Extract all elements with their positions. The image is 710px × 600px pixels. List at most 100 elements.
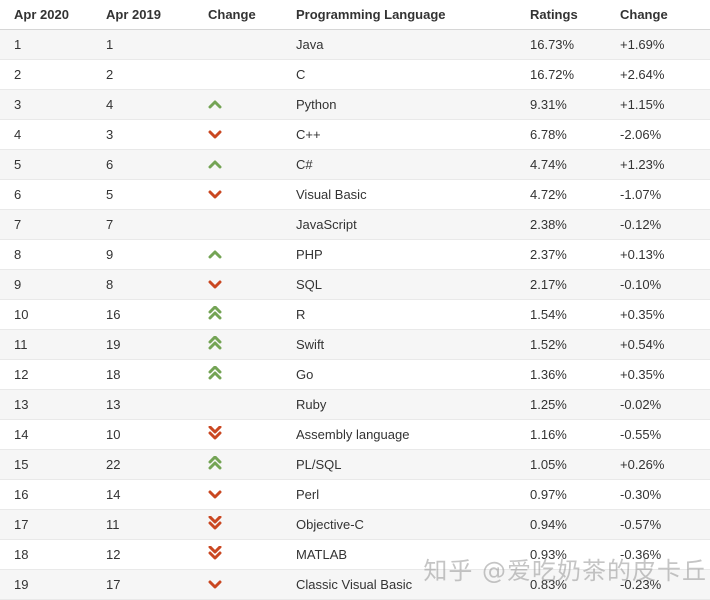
table-row: 12 18 Go 1.36% +0.35%	[0, 359, 710, 390]
rank-2020-cell: 19	[14, 577, 29, 592]
language-cell: Classic Visual Basic	[296, 577, 413, 592]
rank-2019-cell: 8	[106, 277, 114, 292]
table-row: 1 1 Java 16.73% +1.69%	[0, 29, 710, 60]
double-chevron-up-icon	[208, 306, 222, 320]
rank-2020-cell: 2	[14, 67, 22, 82]
language-cell: MATLAB	[296, 547, 348, 562]
change-indicator-cell	[206, 540, 296, 570]
language-cell: R	[296, 307, 306, 322]
table-row: 18 12 MATLAB 0.93% -0.36%	[0, 539, 710, 570]
ratings-cell: 1.05%	[530, 457, 567, 472]
chevron-down-icon	[208, 130, 222, 139]
rank-2019-cell: 17	[106, 577, 121, 592]
ratings-cell: 0.97%	[530, 487, 567, 502]
rank-2020-cell: 7	[14, 217, 22, 232]
chevron-down-icon	[208, 280, 222, 289]
chevron-up-icon	[208, 160, 222, 169]
change-indicator-cell	[206, 570, 296, 600]
ratings-change-cell: +1.69%	[620, 37, 665, 52]
ratings-change-cell: +1.15%	[620, 97, 665, 112]
table-row: 9 8 SQL 2.17% -0.10%	[0, 269, 710, 300]
change-indicator-cell	[206, 30, 296, 60]
ratings-change-cell: -0.57%	[620, 517, 662, 532]
change-indicator-cell	[206, 330, 296, 360]
table-row: 15 22 PL/SQL 1.05% +0.26%	[0, 449, 710, 480]
rank-2020-cell: 13	[14, 397, 29, 412]
language-cell: Visual Basic	[296, 187, 367, 202]
rank-2019-cell: 18	[106, 367, 121, 382]
language-cell: Assembly language	[296, 427, 410, 442]
rank-2020-cell: 15	[14, 457, 29, 472]
rank-2019-cell: 13	[106, 397, 121, 412]
double-chevron-down-icon	[208, 546, 222, 560]
rank-2020-cell: 3	[14, 97, 22, 112]
ratings-change-cell: +0.54%	[620, 337, 665, 352]
rank-2020-cell: 6	[14, 187, 22, 202]
rank-2019-cell: 10	[106, 427, 121, 442]
chevron-up-icon	[208, 100, 222, 109]
ratings-cell: 0.94%	[530, 517, 567, 532]
chevron-down-icon	[208, 190, 222, 199]
table-row: 2 2 C 16.72% +2.64%	[0, 59, 710, 90]
chevron-up-icon	[208, 250, 222, 259]
double-chevron-up-icon	[208, 456, 222, 470]
ratings-change-cell: +0.35%	[620, 307, 665, 322]
header-position-change: Change	[208, 7, 256, 22]
rank-2020-cell: 17	[14, 517, 29, 532]
table-row: 4 3 C++ 6.78% -2.06%	[0, 119, 710, 150]
ratings-change-cell: -0.55%	[620, 427, 662, 442]
ratings-change-cell: -0.02%	[620, 397, 662, 412]
change-indicator-cell	[206, 510, 296, 540]
ratings-cell: 1.36%	[530, 367, 567, 382]
rank-2020-cell: 9	[14, 277, 22, 292]
table-row: 14 10 Assembly language 1.16% -0.55%	[0, 419, 710, 450]
double-chevron-down-icon	[208, 516, 222, 530]
change-indicator-cell	[206, 480, 296, 510]
language-cell: C	[296, 67, 306, 82]
header-ratings-change: Change	[620, 7, 668, 22]
rank-2019-cell: 9	[106, 247, 114, 262]
header-apr-2019: Apr 2019	[106, 7, 161, 22]
change-indicator-cell	[206, 390, 296, 420]
change-indicator-cell	[206, 360, 296, 390]
ratings-change-cell: -2.06%	[620, 127, 662, 142]
rank-2019-cell: 3	[106, 127, 114, 142]
rank-2020-cell: 16	[14, 487, 29, 502]
ratings-cell: 6.78%	[530, 127, 567, 142]
ratings-cell: 0.93%	[530, 547, 567, 562]
double-chevron-up-icon	[208, 366, 222, 380]
language-cell: Swift	[296, 337, 325, 352]
rank-2019-cell: 4	[106, 97, 114, 112]
rank-2020-cell: 10	[14, 307, 29, 322]
language-cell: PL/SQL	[296, 457, 342, 472]
header-row: Apr 2020 Apr 2019 Change Programming Lan…	[0, 0, 710, 30]
ratings-cell: 1.25%	[530, 397, 567, 412]
table-row: 13 13 Ruby 1.25% -0.02%	[0, 389, 710, 420]
rank-2019-cell: 1	[106, 37, 114, 52]
rank-2019-cell: 22	[106, 457, 121, 472]
ratings-cell: 4.74%	[530, 157, 567, 172]
table-row: 10 16 R 1.54% +0.35%	[0, 299, 710, 330]
change-indicator-cell	[206, 450, 296, 480]
rank-2019-cell: 2	[106, 67, 114, 82]
rank-2020-cell: 5	[14, 157, 22, 172]
table-body: 1 1 Java 16.73% +1.69% 2 2 C 16.72% +2.6…	[0, 29, 710, 600]
rank-2020-cell: 12	[14, 367, 29, 382]
table-row: 16 14 Perl 0.97% -0.30%	[0, 479, 710, 510]
rank-2019-cell: 5	[106, 187, 114, 202]
language-cell: Perl	[296, 487, 320, 502]
double-chevron-up-icon	[208, 336, 222, 350]
language-cell: Go	[296, 367, 314, 382]
change-indicator-cell	[206, 270, 296, 300]
ratings-change-cell: -1.07%	[620, 187, 662, 202]
ratings-change-cell: +0.35%	[620, 367, 665, 382]
table-row: 19 17 Classic Visual Basic 0.83% -0.23%	[0, 569, 710, 600]
change-indicator-cell	[206, 150, 296, 180]
rank-2019-cell: 11	[106, 517, 120, 532]
language-cell: C++	[296, 127, 321, 142]
ratings-cell: 16.73%	[530, 37, 575, 52]
language-cell: PHP	[296, 247, 323, 262]
ratings-cell: 4.72%	[530, 187, 567, 202]
ratings-cell: 2.38%	[530, 217, 567, 232]
chevron-down-icon	[208, 580, 222, 589]
